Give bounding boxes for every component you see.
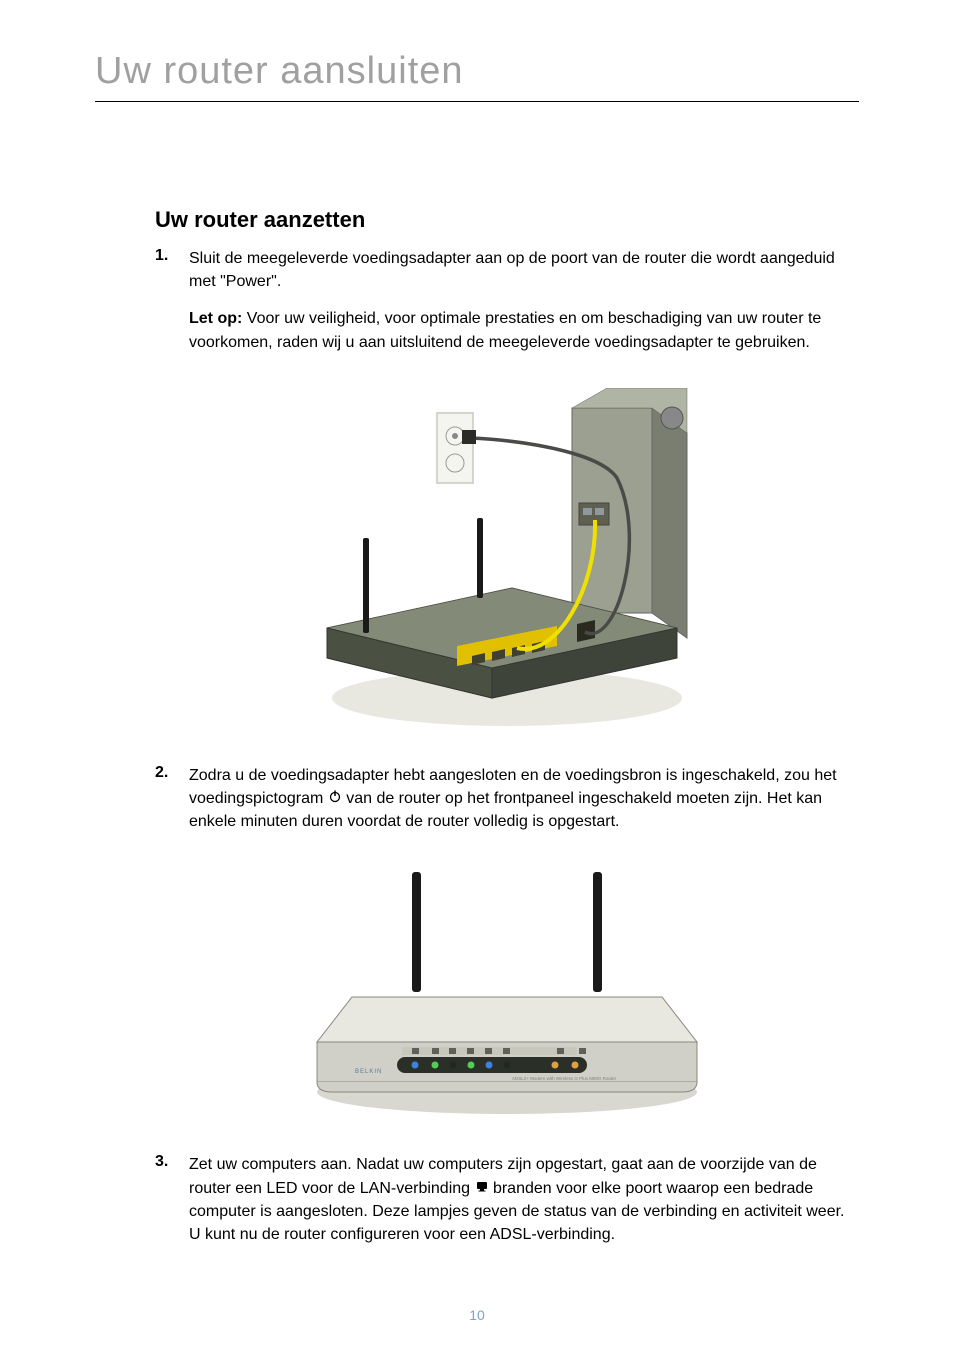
router-pc-diagram bbox=[317, 388, 697, 728]
svg-text:BELKIN: BELKIN bbox=[355, 1069, 382, 1075]
section-heading: Uw router aanzetten bbox=[155, 207, 859, 233]
step-body: Sluit de meegeleverde voedingsadapter aa… bbox=[189, 247, 859, 368]
step-number: 1. bbox=[155, 247, 189, 368]
step-1-para-2: Let op: Voor uw veiligheid, voor optimal… bbox=[189, 307, 859, 353]
illustration-router-front: BELKIN ADSL2+ Modern with Wireless G Plus… bbox=[155, 867, 859, 1117]
power-icon bbox=[328, 787, 342, 810]
step-body: Zodra u de voedingsadapter hebt aangeslo… bbox=[189, 764, 859, 848]
page-title: Uw router aansluiten bbox=[95, 50, 859, 93]
illustration-router-pc bbox=[155, 388, 859, 728]
step-3-text: Zet uw computers aan. Nadat uw computers… bbox=[189, 1153, 859, 1246]
router-front-diagram: BELKIN ADSL2+ Modern with Wireless G Plus… bbox=[297, 867, 717, 1117]
step-number: 3. bbox=[155, 1153, 189, 1260]
step-number: 2. bbox=[155, 764, 189, 848]
step-body: Zet uw computers aan. Nadat uw computers… bbox=[189, 1153, 859, 1260]
step-2-text: Zodra u de voedingsadapter hebt aangeslo… bbox=[189, 764, 859, 834]
lan-icon bbox=[475, 1177, 489, 1200]
svg-text:ADSL2+ Modern with Wireless G: ADSL2+ Modern with Wireless G Plus MIMO … bbox=[512, 1076, 617, 1081]
note-label: Let op: bbox=[189, 310, 242, 327]
step-1: 1. Sluit de meegeleverde voedingsadapter… bbox=[155, 247, 859, 368]
step-2: 2. Zodra u de voedingsadapter hebt aange… bbox=[155, 764, 859, 848]
note-text: Voor uw veiligheid, voor optimale presta… bbox=[189, 310, 821, 350]
title-underline bbox=[95, 101, 859, 102]
content-area: Uw router aanzetten 1. Sluit de meegelev… bbox=[95, 207, 859, 1260]
step-3: 3. Zet uw computers aan. Nadat uw comput… bbox=[155, 1153, 859, 1260]
step-1-para-1: Sluit de meegeleverde voedingsadapter aa… bbox=[189, 247, 859, 293]
page-number: 10 bbox=[0, 1307, 954, 1323]
